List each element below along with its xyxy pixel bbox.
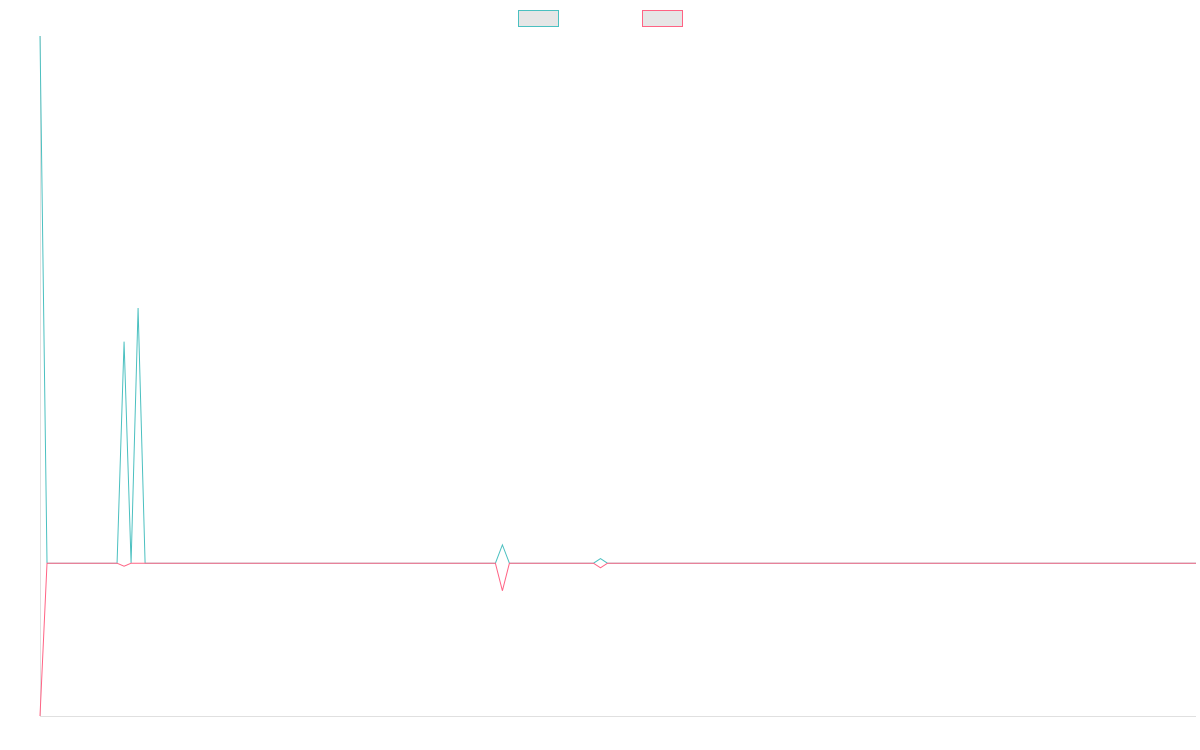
axes bbox=[40, 36, 1196, 717]
legend bbox=[518, 10, 683, 27]
legend-swatch-2 bbox=[642, 10, 683, 27]
legend-item-2[interactable] bbox=[642, 10, 683, 27]
series-line-2 bbox=[39, 562, 1196, 717]
series-layer bbox=[39, 35, 1196, 717]
series-line-1 bbox=[39, 35, 1196, 564]
legend-item-1[interactable] bbox=[518, 10, 559, 27]
legend-swatch-1 bbox=[518, 10, 559, 27]
